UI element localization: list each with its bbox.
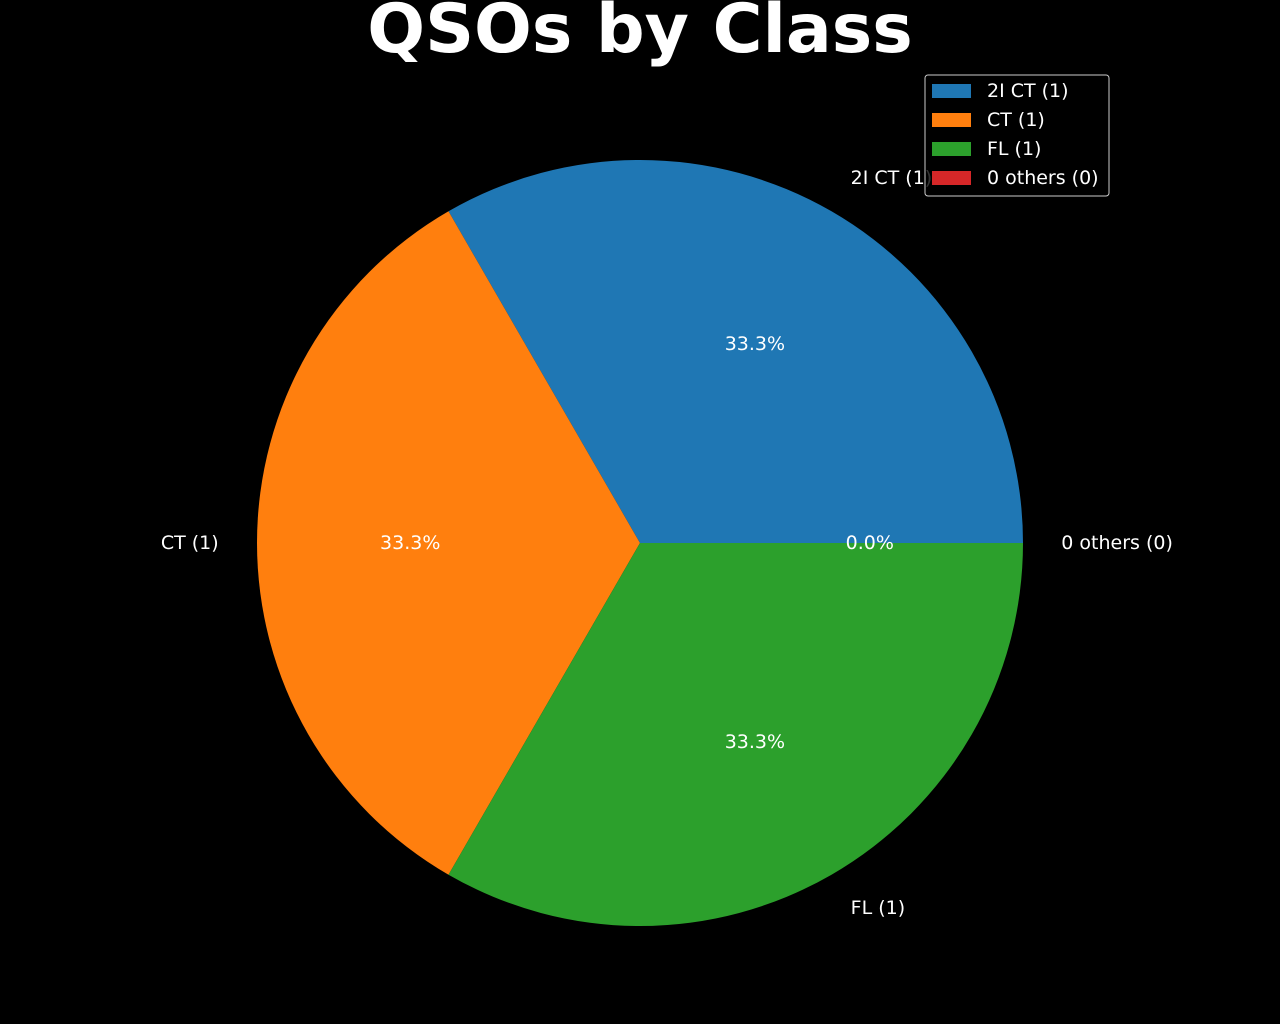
slice-label: 2I CT (1) bbox=[851, 167, 933, 189]
legend-label: 0 others (0) bbox=[987, 167, 1099, 189]
slice-label: FL (1) bbox=[851, 897, 905, 919]
percent-label: 33.3% bbox=[725, 333, 785, 355]
legend-swatch bbox=[932, 142, 971, 156]
slice-label: CT (1) bbox=[161, 532, 219, 554]
percent-label: 0.0% bbox=[846, 532, 894, 554]
legend-label: FL (1) bbox=[987, 138, 1041, 160]
chart-title: QSOs by Class bbox=[367, 0, 912, 69]
labels-layer: 2I CT (1) 33.3% CT (1) 33.3% FL (1) 33.3% 0 ot… bbox=[161, 167, 1173, 919]
legend-box bbox=[924, 74, 1110, 197]
pie-slice bbox=[448, 159, 1023, 543]
legend: 2I CT (1) CT (1) FL (1) 0 others (0) bbox=[924, 74, 1110, 197]
slices-layer bbox=[257, 159, 1023, 927]
pie-slice bbox=[448, 543, 1023, 927]
legend-swatch bbox=[932, 171, 971, 185]
legend-swatch bbox=[932, 84, 971, 98]
percent-label: 33.3% bbox=[380, 532, 440, 554]
legend-label: 2I CT (1) bbox=[987, 80, 1069, 102]
slice-label: 0 others (0) bbox=[1061, 532, 1173, 554]
legend-swatch bbox=[932, 113, 971, 127]
percent-label: 33.3% bbox=[725, 731, 785, 753]
legend-label: CT (1) bbox=[987, 109, 1045, 131]
